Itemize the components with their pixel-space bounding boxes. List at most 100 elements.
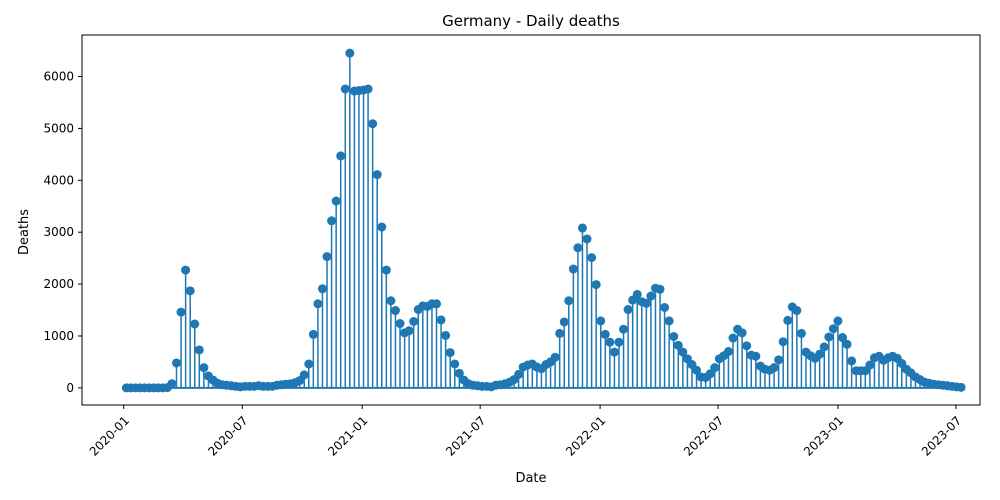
data-point [783, 315, 793, 325]
data-point [774, 355, 784, 365]
data-point [705, 369, 715, 379]
data-point [450, 359, 460, 369]
data-point [190, 319, 200, 329]
data-point [646, 291, 656, 301]
data-point [327, 216, 337, 226]
x-axis-label: Date [515, 471, 546, 486]
data-point [454, 368, 464, 378]
data-point [368, 119, 378, 129]
data-point [837, 333, 847, 343]
data-point [577, 223, 587, 233]
data-point [194, 345, 204, 355]
data-point [386, 296, 396, 306]
data-point [619, 324, 629, 334]
chart-title: Germany - Daily deaths [442, 12, 620, 30]
data-point [559, 317, 569, 327]
y-tick-label: 2000 [43, 277, 74, 291]
data-point [304, 359, 314, 369]
data-point [167, 379, 177, 389]
data-point [796, 328, 806, 338]
data-point [778, 337, 788, 347]
data-point [833, 316, 843, 326]
data-point [742, 341, 752, 351]
data-point [582, 234, 592, 244]
data-point [322, 252, 332, 262]
data-point [395, 319, 405, 329]
data-point [340, 84, 350, 94]
data-point [555, 328, 565, 338]
plot-frame [81, 34, 981, 406]
data-point [176, 307, 186, 317]
data-point [673, 340, 683, 350]
data-point [564, 296, 574, 306]
data-point [605, 337, 615, 347]
data-point [381, 265, 391, 275]
data-point [550, 352, 560, 362]
data-point [436, 315, 446, 325]
data-point [317, 284, 327, 294]
data-point [660, 302, 670, 312]
data-point [828, 324, 838, 334]
y-tick-label: 6000 [43, 70, 74, 84]
data-point [614, 337, 624, 347]
data-point [641, 298, 651, 308]
data-point [723, 347, 733, 357]
data-point [171, 358, 181, 368]
data-point [737, 328, 747, 338]
data-point [600, 329, 610, 339]
y-tick-label: 4000 [43, 173, 74, 187]
data-point [669, 332, 679, 342]
data-point [445, 348, 455, 358]
data-point [728, 333, 738, 343]
data-point [390, 306, 400, 316]
data-point [710, 363, 720, 373]
data-point [678, 347, 688, 357]
y-axis: 0 1000 2000 3000 4000 5000 6000 [43, 70, 82, 395]
data-point [847, 356, 857, 366]
y-tick-label: 3000 [43, 225, 74, 239]
data-point [308, 329, 318, 339]
data-point [573, 243, 583, 253]
data-point [664, 316, 674, 326]
data-point [514, 369, 524, 379]
data-point [363, 84, 373, 94]
data-point [692, 365, 702, 375]
y-axis-label: Deaths [17, 209, 32, 255]
data-point [751, 351, 761, 361]
data-point [587, 253, 597, 263]
data-point [313, 299, 323, 309]
data-point [865, 360, 875, 370]
data-point [372, 170, 382, 180]
data-point [299, 370, 309, 380]
data-point [632, 289, 642, 299]
data-point [568, 264, 578, 274]
data-point [596, 316, 606, 326]
data-point [336, 151, 346, 161]
stem-series [121, 48, 966, 393]
data-point [409, 316, 419, 326]
data-point [199, 363, 209, 373]
data-point [432, 299, 442, 309]
data-point [815, 349, 825, 359]
data-point [331, 196, 341, 206]
data-point [842, 339, 852, 349]
data-point [609, 347, 619, 357]
data-point [185, 286, 195, 296]
data-point [591, 280, 601, 290]
data-point [181, 265, 191, 275]
data-point [769, 363, 779, 373]
y-tick-label: 0 [66, 381, 74, 395]
data-point [441, 330, 451, 340]
data-point [623, 305, 633, 315]
data-point [345, 48, 355, 58]
y-tick-label: 5000 [43, 121, 74, 135]
y-tick-label: 1000 [43, 329, 74, 343]
data-point [824, 332, 834, 342]
data-point [956, 382, 966, 392]
data-point [792, 306, 802, 316]
data-point [377, 222, 387, 232]
data-point [819, 342, 829, 352]
data-point [404, 326, 414, 336]
